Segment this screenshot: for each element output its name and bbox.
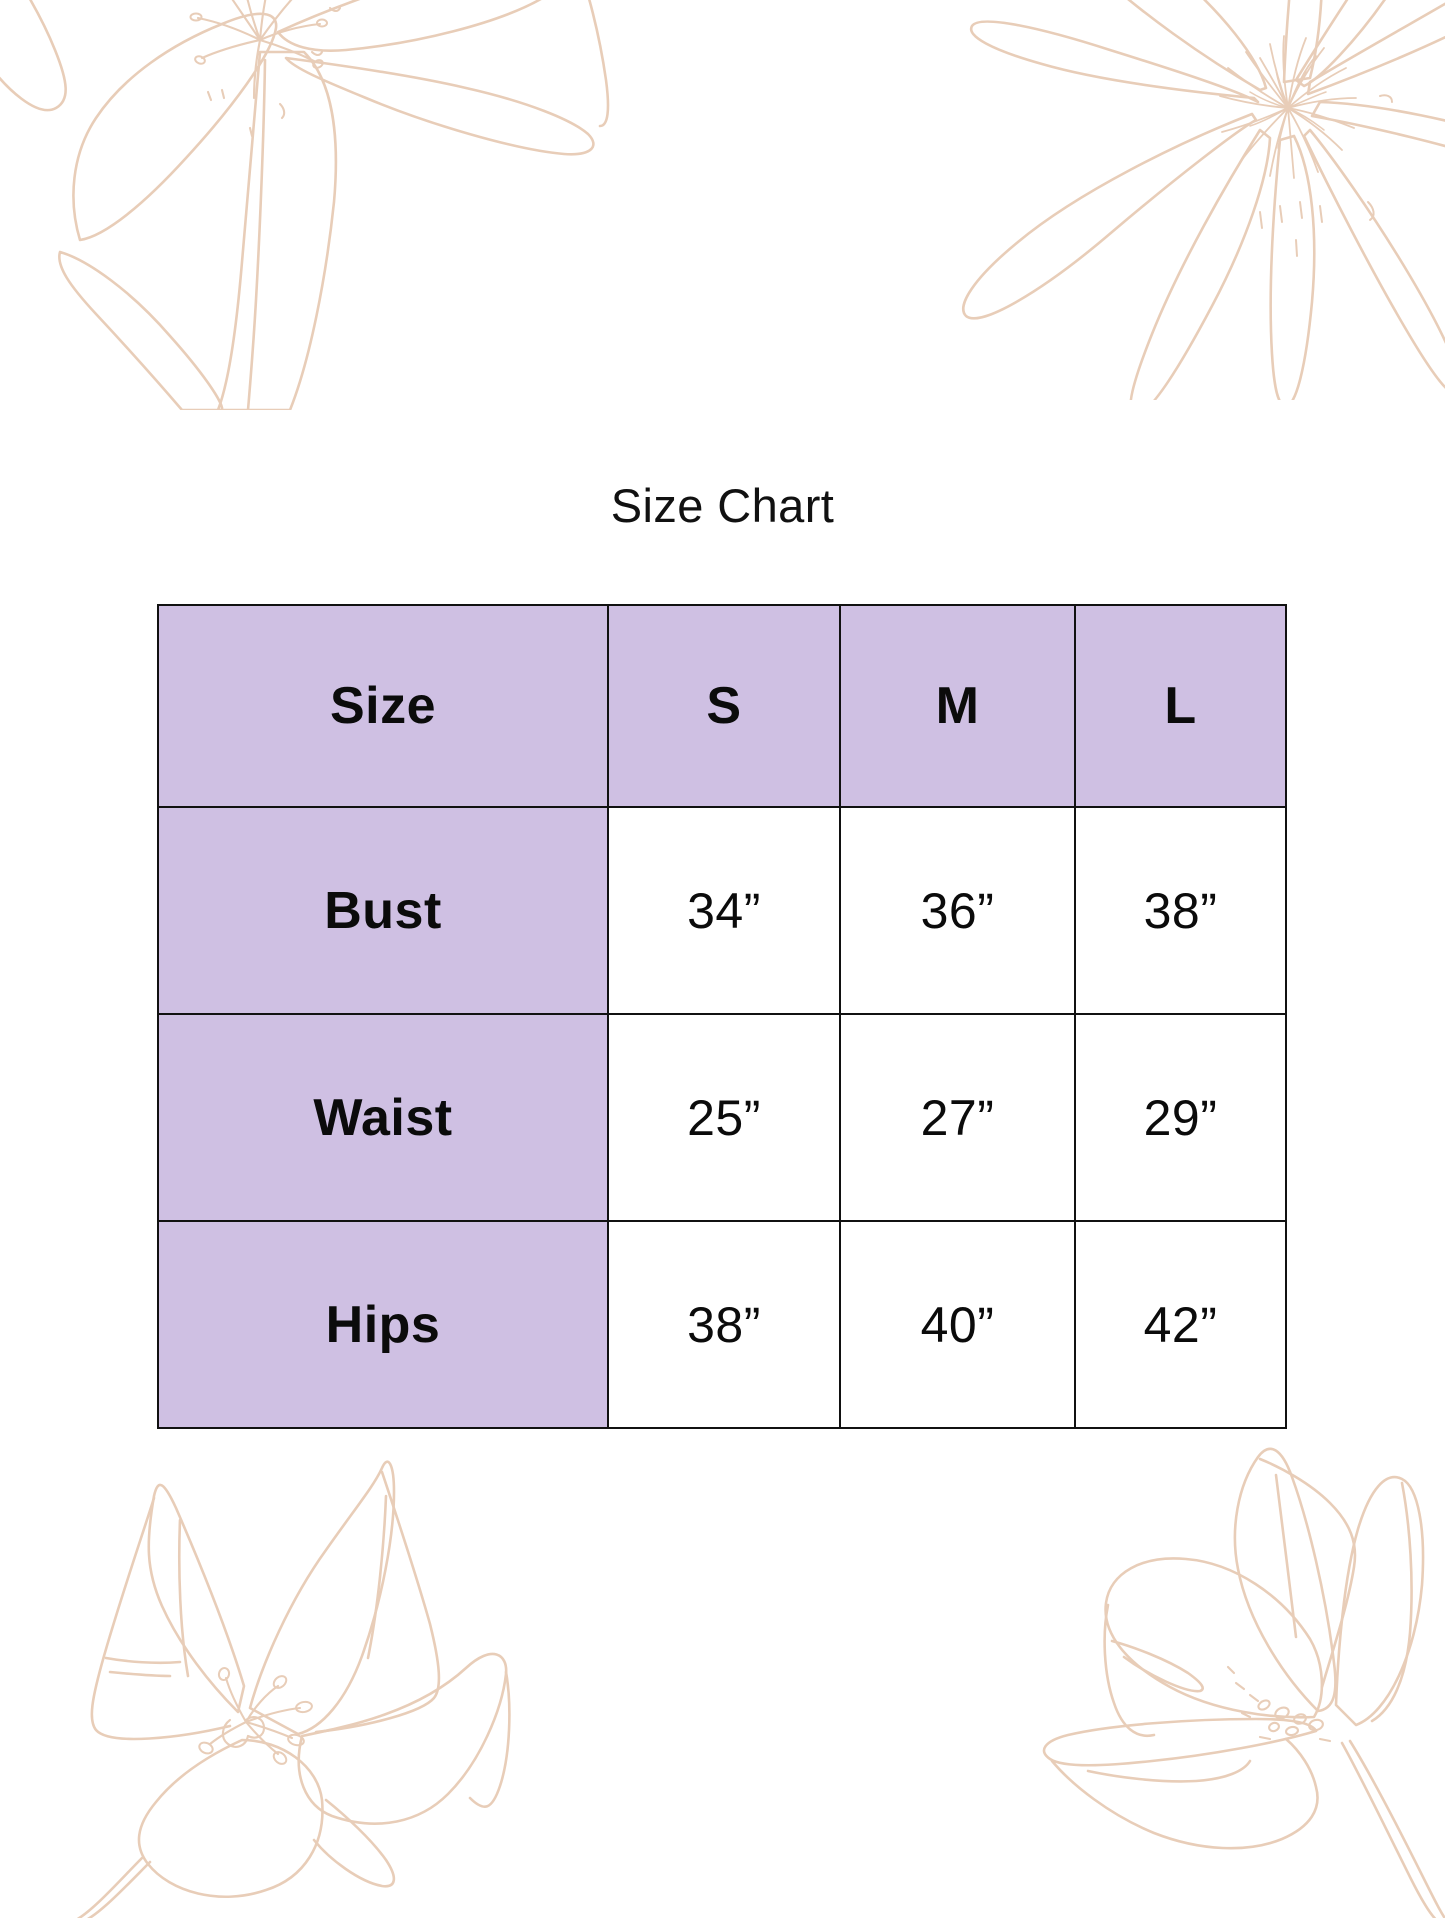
row-label-bust: Bust: [157, 806, 609, 1015]
page-title: Size Chart: [610, 479, 835, 532]
column-header-s: S: [607, 604, 841, 808]
cell-hips-m: 40”: [839, 1220, 1076, 1429]
cell-waist-l: 29”: [1074, 1013, 1287, 1222]
cell-bust-m: 36”: [839, 806, 1076, 1015]
magnolia-flower-icon: [830, 1425, 1445, 1918]
column-header-m: M: [839, 604, 1076, 808]
cell-hips-l: 42”: [1074, 1220, 1287, 1429]
size-chart-table-container: Size S M L Bust 34” 36” 38” Waist 25” 27…: [157, 604, 1287, 1429]
table-row: Bust 34” 36” 38”: [157, 806, 1287, 1015]
daisy-flower-icon: [760, 0, 1445, 400]
table-row: Hips 38” 40” 42”: [157, 1220, 1287, 1429]
row-label-hips: Hips: [157, 1220, 609, 1429]
lily-flower-icon: [0, 0, 620, 410]
cell-hips-s: 38”: [607, 1220, 841, 1429]
cell-bust-l: 38”: [1074, 806, 1287, 1015]
table-header-row: Size S M L: [157, 604, 1287, 808]
size-chart-table: Size S M L Bust 34” 36” 38” Waist 25” 27…: [157, 604, 1287, 1429]
table-row: Waist 25” 27” 29”: [157, 1013, 1287, 1222]
lily-flower-icon: [30, 1420, 590, 1918]
cell-waist-m: 27”: [839, 1013, 1076, 1222]
row-label-waist: Waist: [157, 1013, 609, 1222]
cell-bust-s: 34”: [607, 806, 841, 1015]
cell-waist-s: 25”: [607, 1013, 841, 1222]
column-header-size: Size: [157, 604, 609, 808]
column-header-l: L: [1074, 604, 1287, 808]
